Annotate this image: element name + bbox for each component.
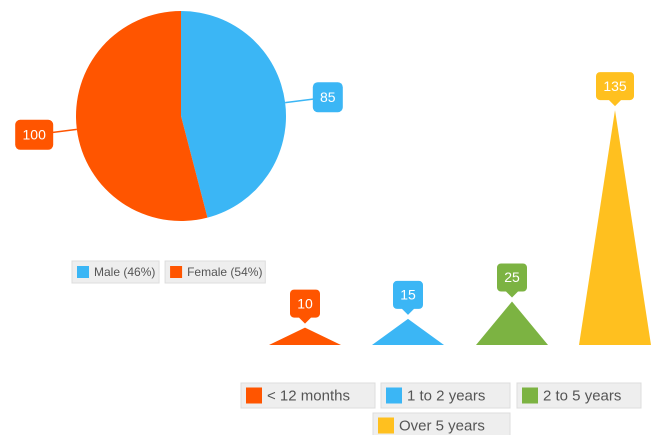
triangle-bar — [372, 318, 444, 345]
legend-item — [71, 260, 160, 284]
legend-item — [164, 260, 266, 284]
data-label-box — [15, 119, 54, 150]
legend-label: 2 to 5 years — [543, 387, 621, 404]
data-label: 135 — [603, 78, 627, 94]
legend-swatch — [378, 417, 394, 434]
legend-item — [372, 412, 511, 435]
triangle-bar — [269, 327, 341, 345]
data-label: 25 — [504, 269, 520, 285]
legend-swatch — [170, 266, 183, 278]
legend-swatch — [246, 387, 262, 404]
legend-item — [240, 382, 376, 409]
legend-swatch — [386, 387, 402, 404]
legend-label: 1 to 2 years — [407, 387, 485, 404]
legend-label: Female (54%) — [187, 265, 262, 279]
legend-label: Over 5 years — [399, 417, 485, 434]
legend-swatch — [77, 266, 89, 278]
data-label: 15 — [400, 287, 416, 303]
data-label: 10 — [297, 295, 313, 311]
legend-label: < 12 months — [267, 387, 350, 404]
data-label: 100 — [23, 127, 47, 143]
data-label-box — [596, 72, 634, 107]
legend-label: Male (46%) — [94, 265, 155, 279]
legend-swatch — [522, 387, 538, 404]
triangle-bar — [476, 301, 548, 345]
data-label-box — [393, 280, 423, 315]
data-label-box — [290, 289, 320, 324]
pie-slice — [181, 11, 287, 218]
pie-slice — [76, 11, 208, 221]
data-label-box — [497, 263, 527, 298]
triangle-bar — [579, 110, 651, 345]
data-label-box — [312, 82, 343, 113]
legend-item — [380, 382, 511, 409]
data-label: 85 — [320, 89, 336, 105]
